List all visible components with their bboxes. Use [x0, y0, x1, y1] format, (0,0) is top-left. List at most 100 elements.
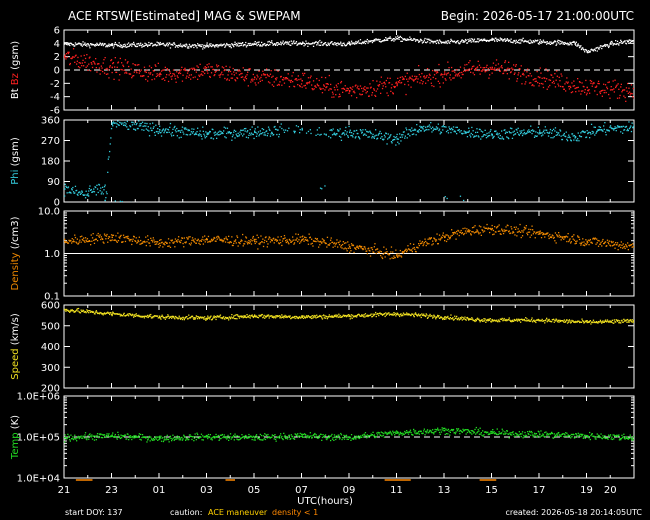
- data-point-density: [436, 233, 438, 235]
- data-point-density: [291, 240, 293, 242]
- data-point-bz: [627, 92, 629, 94]
- data-point-bt: [281, 42, 283, 44]
- data-point-density: [468, 231, 470, 233]
- data-point-bz: [565, 81, 567, 83]
- data-point-density: [427, 238, 429, 240]
- data-point-density: [581, 241, 583, 243]
- data-point-density: [512, 230, 514, 233]
- data-point-speed: [290, 317, 292, 319]
- data-point-bz: [278, 84, 280, 86]
- data-point-phi: [171, 131, 173, 134]
- data-point-bt: [402, 38, 405, 41]
- data-point-bz: [457, 73, 460, 75]
- data-point-speed: [544, 319, 546, 322]
- data-point-phi: [342, 132, 344, 134]
- data-point-bz: [361, 87, 363, 90]
- data-point-bz: [129, 73, 132, 75]
- data-point-phi: [498, 132, 500, 135]
- data-point-bz: [260, 76, 262, 79]
- data-point-speed: [260, 315, 262, 317]
- data-point-bz: [436, 70, 438, 73]
- data-point-density: [523, 226, 526, 228]
- data-point-bz: [352, 86, 354, 88]
- data-point-speed: [357, 314, 359, 316]
- data-point-speed: [611, 321, 613, 323]
- data-point-speed: [321, 318, 324, 320]
- data-point-bz: [442, 82, 444, 84]
- data-point-density: [553, 236, 555, 239]
- data-point-density: [155, 241, 157, 243]
- data-point-density: [513, 226, 515, 228]
- data-point-bz: [533, 78, 536, 80]
- data-point-phi: [179, 131, 182, 133]
- data-point-density: [266, 246, 268, 248]
- data-point-speed: [464, 316, 466, 318]
- data-point-bt: [84, 44, 87, 46]
- data-point-speed: [629, 319, 631, 321]
- data-point-speed: [377, 313, 379, 315]
- data-point-bz: [574, 87, 576, 90]
- data-point-bz: [549, 79, 552, 81]
- data-point-bt: [341, 43, 343, 45]
- data-point-phi: [433, 128, 435, 130]
- data-point-bt: [323, 43, 325, 45]
- data-point-speed: [77, 310, 79, 312]
- data-point-bz: [403, 78, 405, 80]
- data-point-density: [109, 236, 111, 238]
- data-point-bz: [560, 73, 562, 75]
- data-anchor-bz: [301, 80, 303, 82]
- data-point-bz: [333, 96, 335, 98]
- data-point-bz: [296, 79, 298, 81]
- data-point-speed: [278, 315, 280, 317]
- data-point-density: [627, 249, 629, 251]
- data-point-speed: [546, 321, 548, 323]
- data-point-speed: [442, 317, 444, 319]
- data-point-density: [608, 243, 610, 245]
- data-point-phi: [310, 132, 312, 135]
- data-point-bt: [566, 43, 568, 45]
- data-point-bt: [315, 41, 317, 43]
- data-point-phi: [530, 125, 532, 127]
- data-point-bt: [171, 43, 173, 46]
- data-point-density: [545, 233, 547, 235]
- data-point-bz: [489, 74, 491, 76]
- data-point-bz: [129, 73, 131, 75]
- data-point-bt: [539, 39, 541, 41]
- data-point-phi: [376, 137, 379, 139]
- data-point-phi: [499, 134, 501, 137]
- data-point-phi: [618, 126, 620, 128]
- data-point-bz: [578, 81, 581, 83]
- data-point-bt: [114, 41, 116, 44]
- data-point-phi: [596, 130, 598, 132]
- data-point-phi: [631, 122, 633, 124]
- data-point-density: [180, 239, 182, 242]
- data-point-phi: [386, 143, 388, 145]
- data-point-bz: [476, 67, 478, 69]
- data-point-phi: [222, 132, 224, 135]
- data-point-phi: [448, 126, 450, 128]
- data-point-speed: [444, 318, 446, 320]
- data-point-speed: [534, 320, 536, 322]
- data-point-bz: [206, 64, 208, 66]
- data-point-bt: [127, 45, 129, 48]
- data-point-bt: [110, 44, 112, 46]
- data-point-bt: [546, 43, 548, 45]
- data-point-speed: [240, 315, 242, 317]
- data-point-bt: [129, 44, 132, 46]
- data-point-density: [570, 242, 572, 244]
- data-point-phi: [572, 135, 574, 137]
- data-point-density: [105, 235, 108, 237]
- data-point-bt: [556, 41, 558, 43]
- data-point-density: [393, 255, 395, 257]
- data-point-phi: [592, 131, 595, 133]
- data-point-density: [100, 238, 102, 241]
- data-point-density: [290, 241, 292, 243]
- data-point-phi: [632, 127, 634, 129]
- data-point-bt: [112, 43, 114, 45]
- data-point-phi: [162, 128, 165, 130]
- data-point-phi: [162, 129, 164, 131]
- data-point-phi: [471, 126, 473, 129]
- data-point-phi: [347, 135, 349, 137]
- data-point-bt: [98, 43, 101, 45]
- data-point-speed: [231, 317, 234, 319]
